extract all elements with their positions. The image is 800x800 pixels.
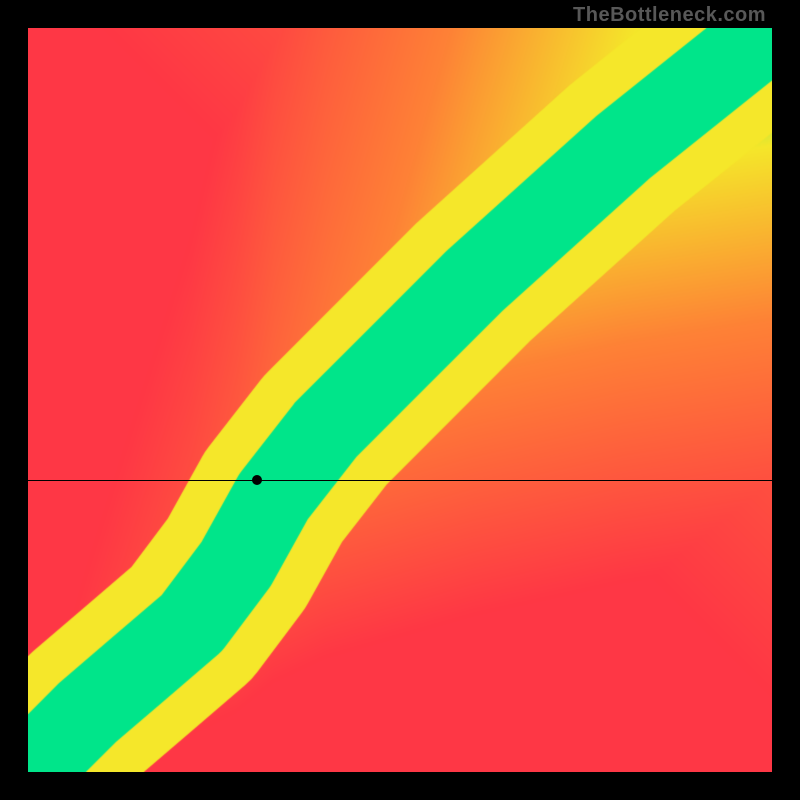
data-point-marker	[252, 475, 262, 485]
heatmap-canvas	[28, 28, 772, 772]
crosshair-horizontal	[28, 480, 772, 481]
watermark-text: TheBottleneck.com	[573, 4, 766, 27]
heatmap-plot	[28, 28, 772, 772]
